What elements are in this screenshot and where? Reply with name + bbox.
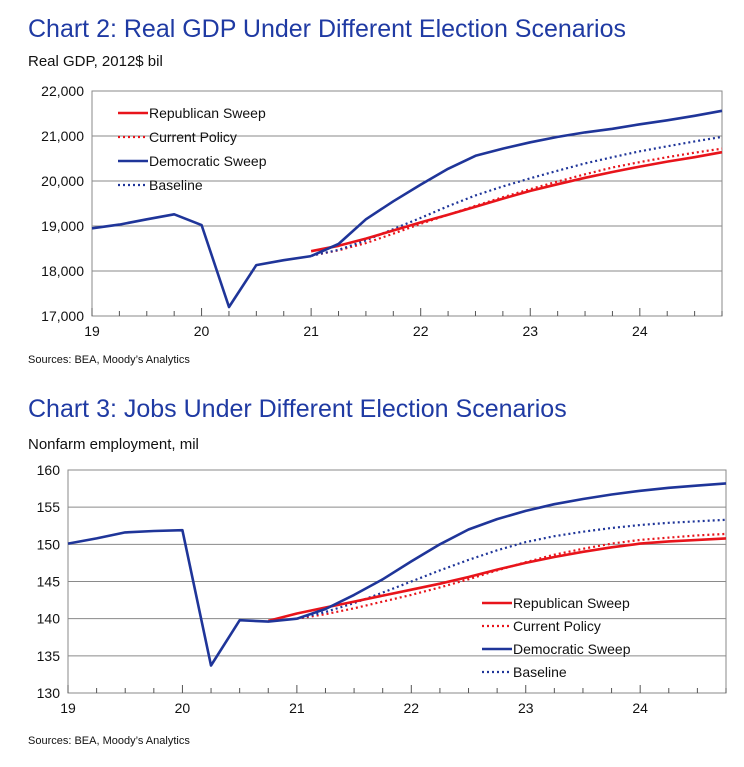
y-tick-label: 21,000 [41, 128, 84, 144]
x-tick-label: 23 [522, 323, 538, 339]
chart3-ylabel: Nonfarm employment, mil [28, 436, 199, 453]
series-line-baseline [296, 518, 727, 620]
y-tick-label: 140 [37, 611, 61, 627]
x-tick-label: 21 [303, 323, 319, 339]
y-tick-label: 22,000 [41, 83, 84, 99]
series-line-republican-sweep [310, 150, 723, 253]
plot-frame [67, 469, 727, 694]
y-tick-label: 135 [37, 648, 61, 664]
legend-label: Republican Sweep [149, 105, 266, 121]
y-tick-label: 155 [37, 499, 61, 515]
chart2-title: Chart 2: Real GDP Under Different Electi… [28, 15, 626, 43]
x-tick-label: 20 [175, 700, 191, 716]
x-tick-label: 23 [518, 700, 534, 716]
chart2-plot: 17,000 18,000 19,000 20,000 21,000 22,000 19 20… [41, 83, 723, 339]
legend-label: Democratic Sweep [149, 153, 267, 169]
x-tick-label: 24 [632, 323, 648, 339]
y-tick-label: 17,000 [41, 308, 84, 324]
legend-label: Republican Sweep [513, 595, 630, 611]
y-tick-label: 150 [37, 536, 61, 552]
plot-frame [91, 90, 723, 317]
legend-label: Baseline [513, 664, 567, 680]
history-line [91, 213, 312, 309]
y-tick-label: 130 [37, 685, 61, 701]
chart2-source: Sources: BEA, Moody’s Analytics [28, 354, 190, 366]
y-tick-label: 18,000 [41, 263, 84, 279]
legend-label: Baseline [149, 177, 203, 193]
x-tick-label: 22 [413, 323, 429, 339]
series-line-democratic-sweep [296, 482, 727, 620]
chart2-ylabel: Real GDP, 2012$ bil [28, 53, 163, 70]
legend-label: Democratic Sweep [513, 641, 631, 657]
y-tick-label: 20,000 [41, 173, 84, 189]
x-tick-label: 24 [632, 700, 648, 716]
x-tick-label: 19 [84, 323, 100, 339]
x-tick-label: 22 [404, 700, 420, 716]
y-tick-label: 160 [37, 462, 61, 478]
chart3-source: Sources: BEA, Moody’s Analytics [28, 735, 190, 747]
history-line [67, 528, 298, 667]
series-line-democratic-sweep [310, 109, 723, 258]
x-tick-label: 19 [60, 700, 76, 716]
y-tick-label: 19,000 [41, 218, 84, 234]
series-line-republican-sweep [267, 537, 727, 623]
series-line-current-policy [310, 147, 723, 257]
y-tick-label: 145 [37, 574, 61, 590]
x-tick-label: 21 [289, 700, 305, 716]
legend-label: Current Policy [149, 129, 237, 145]
legend-label: Current Policy [513, 618, 601, 634]
x-tick-label: 20 [194, 323, 210, 339]
chart3-title: Chart 3: Jobs Under Different Election S… [28, 395, 567, 423]
